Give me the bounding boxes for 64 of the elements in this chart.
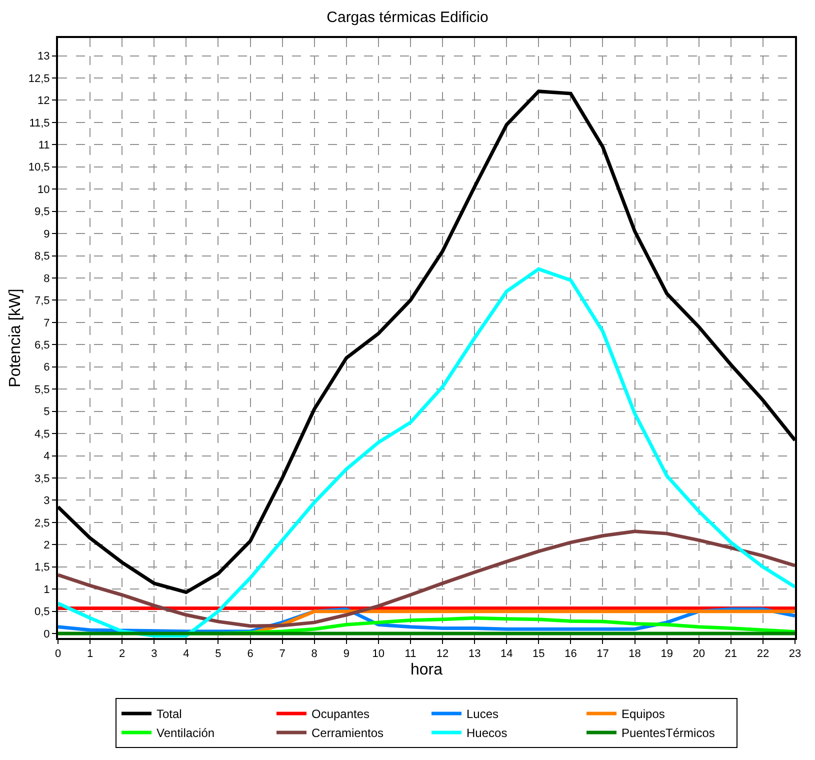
x-tick-label: 23 — [788, 648, 802, 660]
x-tick-label: 9 — [343, 648, 350, 660]
y-tick-label: 12,5 — [28, 72, 50, 85]
x-tick-label: 2 — [119, 648, 126, 660]
x-tick-label: 18 — [628, 648, 641, 660]
x-tick-label: 10 — [372, 648, 385, 660]
y-tick-label: 5,5 — [34, 384, 50, 396]
x-axis-title: hora — [410, 661, 443, 678]
y-tick-label: 10 — [38, 184, 50, 196]
x-tick-label: 3 — [151, 648, 158, 660]
legend-label: Cerramientos — [312, 726, 384, 740]
y-tick-label: 8 — [44, 272, 50, 285]
x-tick-label: 6 — [247, 648, 254, 660]
y-tick-label: 2,5 — [34, 517, 50, 530]
y-tick-label: 7 — [44, 317, 50, 330]
legend-label: PuentesTérmicos — [622, 726, 715, 740]
y-tick-label: 13 — [38, 50, 50, 63]
y-tick-label: 9 — [44, 228, 50, 240]
y-tick-label: 0 — [44, 628, 50, 640]
y-tick-label: 1 — [44, 584, 50, 596]
y-tick-label: 0,5 — [34, 606, 50, 618]
x-tick-label: 4 — [183, 648, 190, 660]
y-tick-label: 8,5 — [34, 250, 50, 263]
y-tick-label: 11 — [38, 140, 50, 152]
x-tick-label: 15 — [532, 648, 545, 660]
y-tick-label: 1,5 — [34, 562, 50, 574]
y-tick-label: 5 — [44, 406, 50, 418]
legend-label: Total — [156, 707, 182, 722]
x-tick-label: 7 — [279, 648, 286, 660]
y-tick-label: 3 — [44, 495, 50, 508]
x-tick-label: 16 — [564, 648, 577, 660]
x-tick-label: 0 — [54, 648, 62, 660]
x-tick-label: 17 — [596, 648, 609, 660]
y-tick-label: 2 — [44, 540, 50, 552]
y-tick-label: 7,5 — [34, 295, 50, 308]
x-tick-label: 21 — [724, 648, 738, 660]
y-tick-label: 3,5 — [34, 472, 50, 485]
y-tick-label: 4,5 — [34, 428, 50, 440]
x-tick-label: 8 — [311, 648, 318, 660]
y-tick-label: 4 — [44, 450, 50, 463]
x-tick-label: 22 — [756, 648, 770, 660]
y-tick-label: 10,5 — [28, 162, 50, 174]
x-tick-label: 12 — [436, 648, 449, 660]
x-tick-label: 13 — [468, 648, 481, 660]
y-tick-label: 9,5 — [34, 206, 50, 218]
line-series — [58, 267, 795, 638]
x-tick-label: 20 — [692, 648, 705, 660]
y-tick-label: 6,5 — [34, 340, 50, 352]
legend-label: Equipos — [622, 707, 665, 722]
x-tick-label: 14 — [500, 648, 513, 660]
y-tick-label: 6 — [44, 362, 50, 374]
legend-label: Luces — [466, 707, 499, 722]
x-tick-label: 5 — [215, 648, 222, 660]
legend-label: Ventilación — [156, 726, 215, 740]
y-tick-label: 12 — [38, 95, 50, 108]
x-tick-label: 19 — [660, 648, 673, 660]
x-tick-label: 11 — [404, 648, 416, 660]
x-tick-label: 1 — [86, 648, 94, 660]
legend-label: Huecos — [466, 726, 508, 740]
y-axis-title: Potencia [kW] — [6, 288, 24, 388]
legend-label: Ocupantes — [312, 707, 370, 722]
chart-title: Cargas térmicas Edificio — [326, 8, 488, 26]
line-series — [58, 530, 795, 628]
y-tick-label: 11,5 — [29, 117, 50, 130]
